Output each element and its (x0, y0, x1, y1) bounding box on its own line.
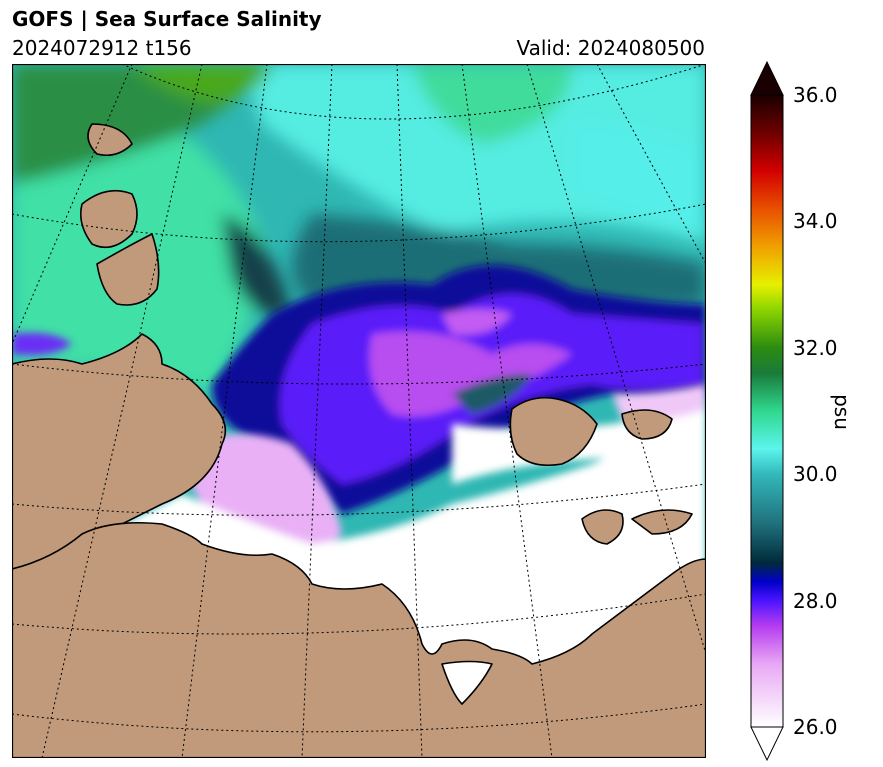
low-salinity-plume (12, 265, 706, 514)
land-island-3 (96, 233, 160, 306)
meridian-line-6 (461, 64, 553, 758)
colorbar-extend-top (750, 60, 784, 96)
map-title: GOFS | Sea Surface Salinity (12, 7, 322, 31)
colorbar-tick-34: 34.0 (793, 209, 838, 234)
latitude-line-2 (12, 203, 706, 243)
land-southern-coast (12, 522, 706, 758)
colorbar (750, 60, 784, 762)
meridian-line-5 (396, 64, 423, 758)
colorbar-tick-28: 28.0 (793, 588, 838, 613)
colorbar-tick-32: 32.0 (793, 335, 838, 360)
run-timestamp: 2024072912 t156 (12, 36, 192, 60)
land-island-6 (581, 509, 624, 545)
land-island-2 (79, 189, 138, 249)
colorbar-tick-36: 36.0 (793, 83, 838, 107)
colorbar-ticks: 36.0 34.0 32.0 30.0 28.0 26.0 (793, 60, 863, 765)
land-island-5 (621, 409, 673, 440)
land-island-7 (631, 509, 693, 535)
land-island-4 (509, 396, 598, 467)
valid-timestamp: Valid: 2024080500 (516, 36, 705, 60)
land-masses (12, 123, 706, 758)
colorbar-tick-30: 30.0 (793, 462, 838, 487)
land-island-1 (87, 123, 133, 157)
graticule (12, 64, 706, 758)
map-frame (12, 64, 706, 758)
land-taymyr-bay (441, 660, 493, 705)
meridian-line-2 (41, 64, 203, 758)
colorbar-extend-bottom (750, 726, 784, 762)
colorbar-units-label: psu (830, 394, 854, 430)
meridian-line-3 (181, 64, 268, 758)
meridian-line-4 (301, 64, 333, 758)
colorbar-gradient (750, 94, 784, 728)
colorbar-tick-26: 26.0 (793, 715, 838, 739)
salinity-map (12, 64, 706, 758)
meridian-line-1 (12, 64, 133, 345)
